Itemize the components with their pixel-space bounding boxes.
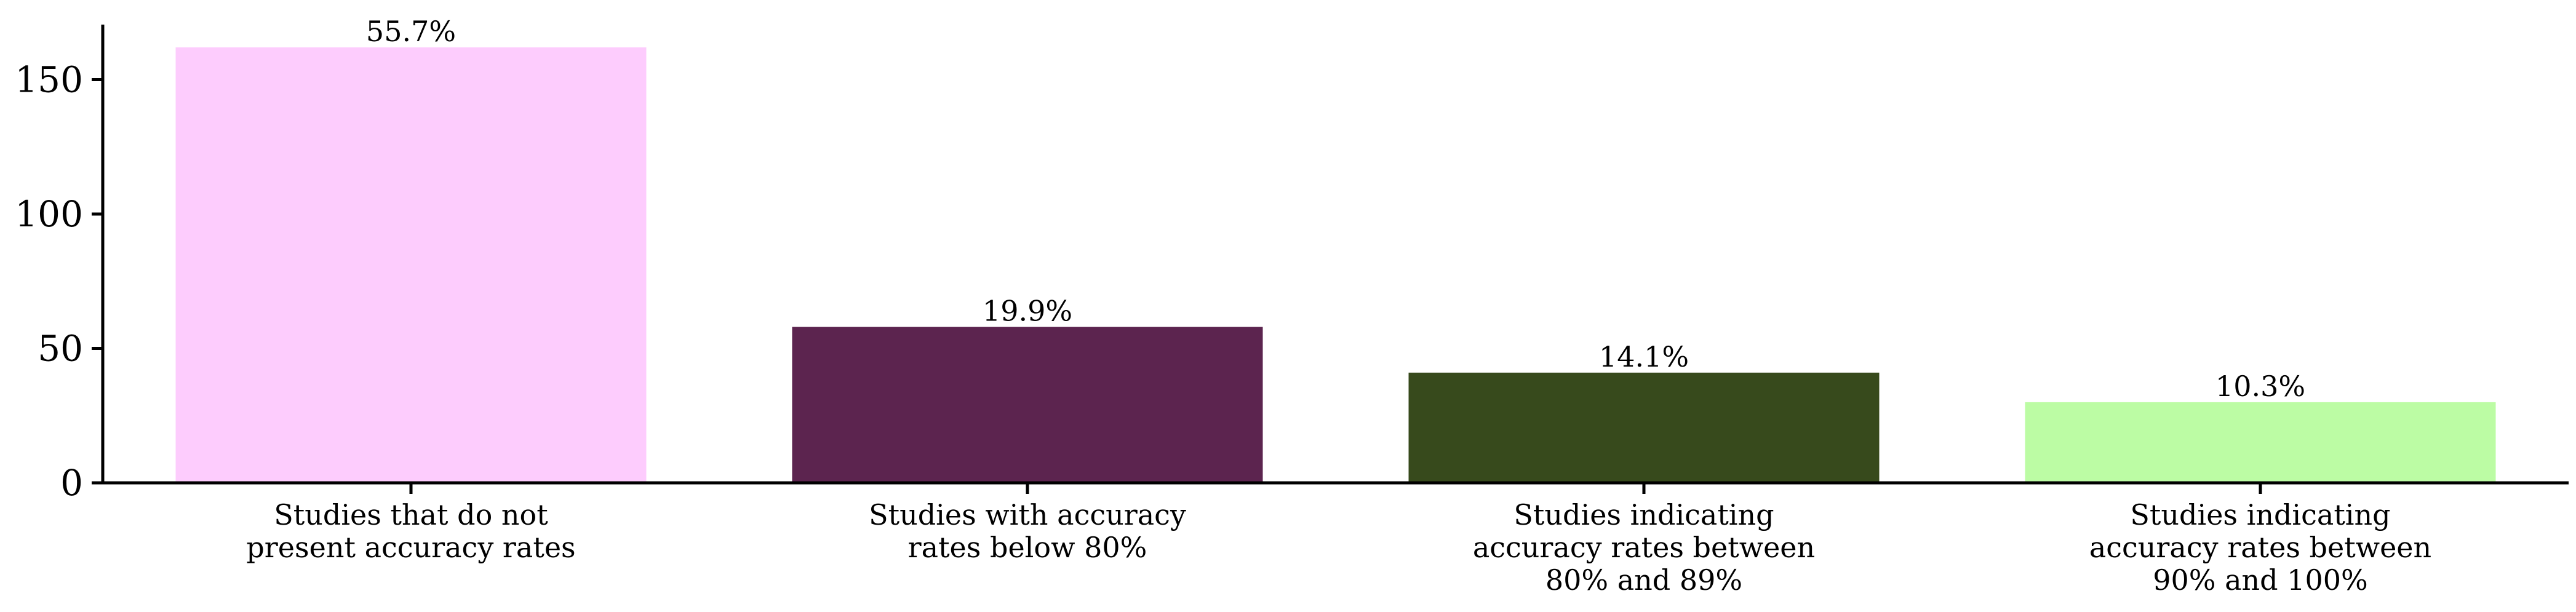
x-tick-label-line: 90% and 100% — [2153, 563, 2368, 597]
y-tick-label-50: 50 — [38, 328, 83, 370]
x-tick-label-line: Studies indicating — [2130, 498, 2390, 531]
data-labels-group: 55.7% 19.9% 14.1% 10.3% — [366, 15, 2305, 403]
data-label-2: 19.9% — [983, 295, 1072, 328]
data-label-1: 55.7% — [366, 15, 456, 48]
x-tick-label-4: Studies indicating accuracy rates between… — [2089, 498, 2431, 597]
bar-4 — [2025, 402, 2496, 483]
data-label-4: 10.3% — [2215, 370, 2305, 403]
x-axis-ticks: Studies that do not present accuracy rate… — [246, 483, 2431, 597]
bar-3 — [1408, 372, 1880, 483]
y-axis-ticks: 0 50 100 150 — [15, 59, 103, 504]
data-label-3: 14.1% — [1599, 340, 1689, 373]
y-tick-label-100: 100 — [15, 193, 83, 235]
x-tick-label-line: 80% and 89% — [1545, 563, 1742, 597]
x-tick-label-line: present accuracy rates — [246, 531, 575, 564]
x-tick-label-2: Studies with accuracy rates below 80% — [869, 498, 1186, 564]
bar-1 — [175, 47, 647, 483]
x-tick-label-line: Studies that do not — [274, 498, 548, 531]
bar-2 — [792, 327, 1263, 483]
y-tick-label-150: 150 — [15, 59, 83, 101]
x-tick-label-line: Studies indicating — [1513, 498, 1774, 531]
x-tick-label-1: Studies that do not present accuracy rate… — [246, 498, 575, 564]
x-tick-label-line: accuracy rates between — [2089, 531, 2431, 564]
x-tick-label-3: Studies indicating accuracy rates between… — [1473, 498, 1815, 597]
x-tick-label-line: accuracy rates between — [1473, 531, 1815, 564]
y-tick-label-0: 0 — [60, 462, 83, 504]
x-tick-label-line: Studies with accuracy — [869, 498, 1186, 531]
bars-group — [175, 47, 2496, 483]
x-tick-label-line: rates below 80% — [908, 531, 1147, 564]
